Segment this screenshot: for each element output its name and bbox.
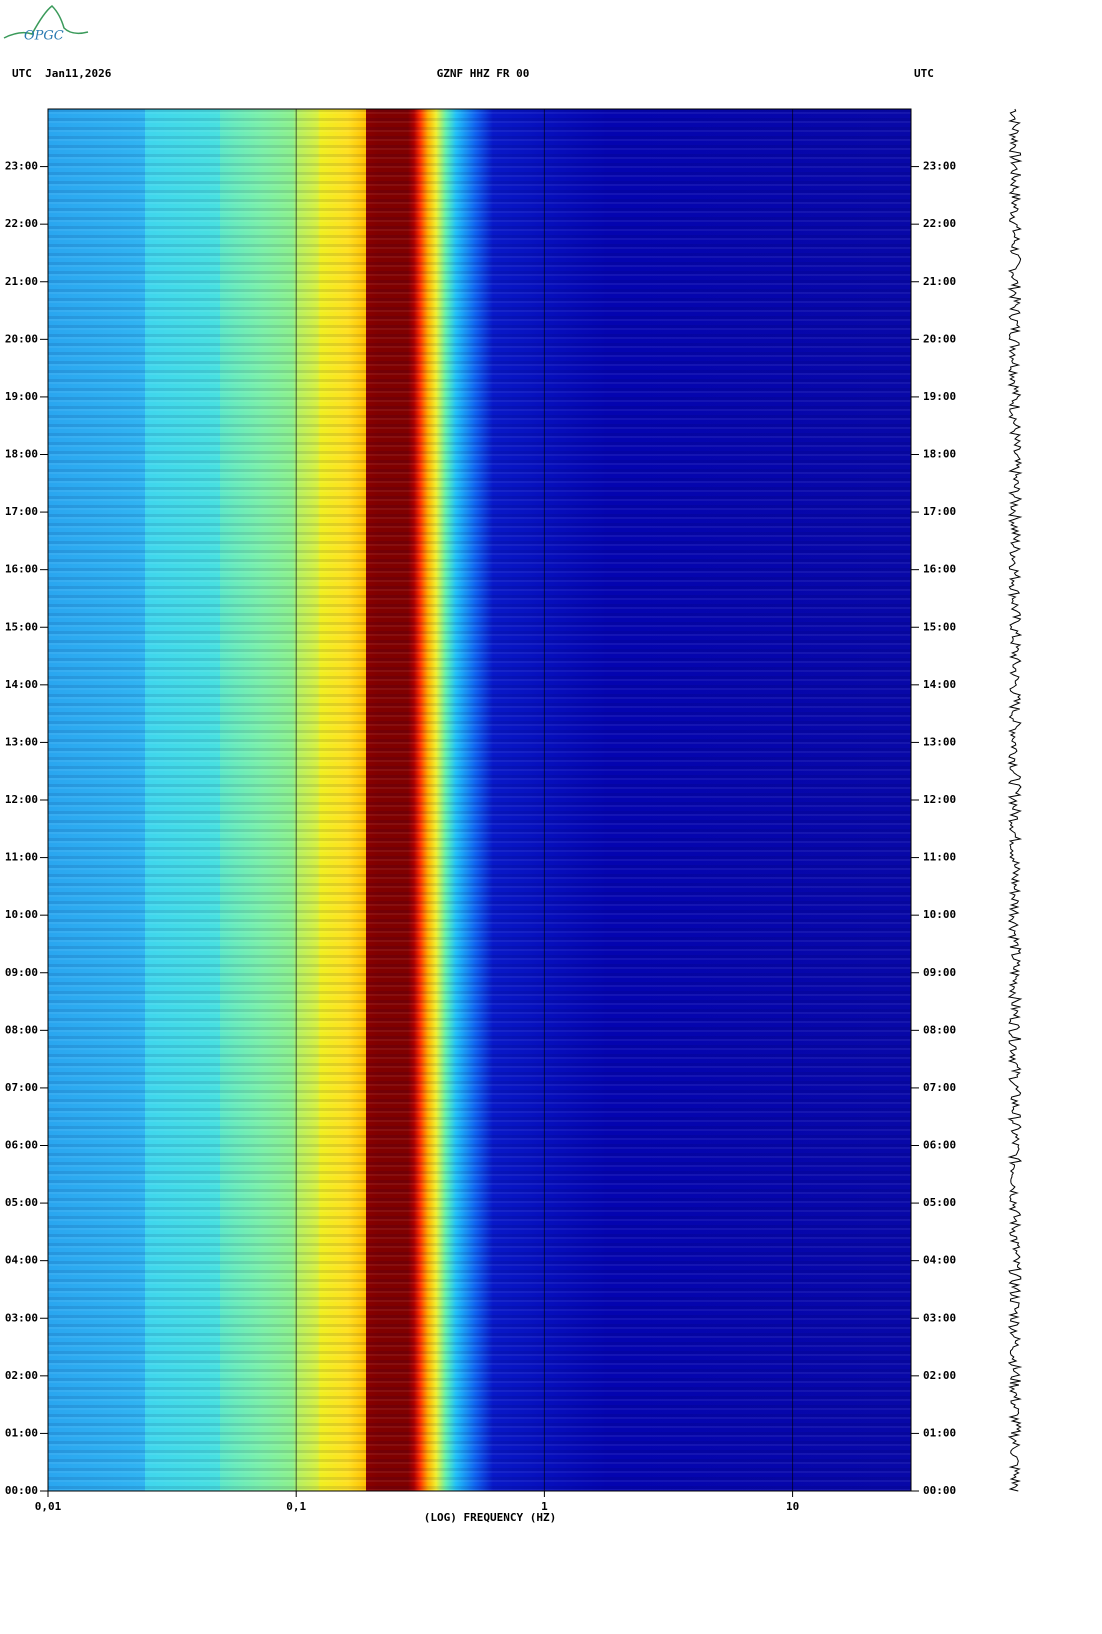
y-tick-label: 10:00 (5, 908, 38, 921)
y-tick-label: 23:00 (5, 160, 38, 173)
y-tick-label: 14:00 (5, 678, 38, 691)
y-tick-label: 19:00 (5, 390, 38, 403)
y-tick-label: 18:00 (5, 448, 38, 461)
y-tick-label-right: 05:00 (923, 1196, 956, 1209)
top-right-label: UTC (914, 67, 934, 80)
logo: OPGC (24, 29, 64, 44)
y-tick-label-right: 07:00 (923, 1081, 956, 1094)
y-tick-label: 20:00 (5, 332, 38, 345)
top-left-label: UTC Jan11,2026 (12, 67, 112, 80)
y-tick-label: 13:00 (5, 735, 38, 748)
y-tick-label: 06:00 (5, 1139, 38, 1152)
y-tick-label-right: 10:00 (923, 908, 956, 921)
y-tick-label-right: 03:00 (923, 1311, 956, 1324)
spectrogram-image (48, 109, 911, 1491)
y-tick-label: 21:00 (5, 275, 38, 288)
y-tick-label: 05:00 (5, 1196, 38, 1209)
y-tick-label-right: 21:00 (923, 275, 956, 288)
y-tick-label-right: 11:00 (923, 851, 956, 864)
y-tick-label-right: 20:00 (923, 332, 956, 345)
y-tick-label-right: 23:00 (923, 160, 956, 173)
x-tick-label: 1 (541, 1500, 548, 1513)
x-tick-label: 10 (786, 1500, 799, 1513)
y-tick-label: 00:00 (5, 1484, 38, 1497)
y-tick-label-right: 16:00 (923, 563, 956, 576)
y-tick-label: 17:00 (5, 505, 38, 518)
y-tick-label-right: 14:00 (923, 678, 956, 691)
plot-frame (47, 108, 912, 1492)
y-tick-label: 09:00 (5, 966, 38, 979)
y-tick-label-right: 04:00 (923, 1254, 956, 1267)
y-tick-label-right: 09:00 (923, 966, 956, 979)
logo-curve (3, 5, 89, 39)
y-tick-label-right: 06:00 (923, 1139, 956, 1152)
y-tick-label-right: 12:00 (923, 793, 956, 806)
y-tick-label-right: 22:00 (923, 217, 956, 230)
x-tick-label: 0,1 (286, 1500, 306, 1513)
y-tick-label: 02:00 (5, 1369, 38, 1382)
y-tick-label: 15:00 (5, 620, 38, 633)
y-tick-label: 03:00 (5, 1311, 38, 1324)
y-tick-label-right: 15:00 (923, 620, 956, 633)
y-tick-label-right: 18:00 (923, 448, 956, 461)
seismogram-trace (1007, 108, 1023, 1492)
x-axis-label: (LOG) FREQUENCY (HZ) (424, 1511, 556, 1524)
y-tick-label: 22:00 (5, 217, 38, 230)
y-tick-label-right: 17:00 (923, 505, 956, 518)
y-tick-label: 16:00 (5, 563, 38, 576)
y-tick-label-right: 00:00 (923, 1484, 956, 1497)
y-tick-label-right: 13:00 (923, 735, 956, 748)
x-tick-label: 0,01 (35, 1500, 62, 1513)
y-tick-label-right: 08:00 (923, 1023, 956, 1036)
y-tick-label: 12:00 (5, 793, 38, 806)
y-tick-label-right: 19:00 (923, 390, 956, 403)
y-tick-label: 04:00 (5, 1254, 38, 1267)
y-tick-label: 01:00 (5, 1426, 38, 1439)
y-tick-label-right: 01:00 (923, 1426, 956, 1439)
y-tick-label: 08:00 (5, 1023, 38, 1036)
y-tick-label: 11:00 (5, 851, 38, 864)
y-tick-label: 07:00 (5, 1081, 38, 1094)
y-tick-label-right: 02:00 (923, 1369, 956, 1382)
chart-title: GZNF HHZ FR 00 (437, 67, 530, 80)
